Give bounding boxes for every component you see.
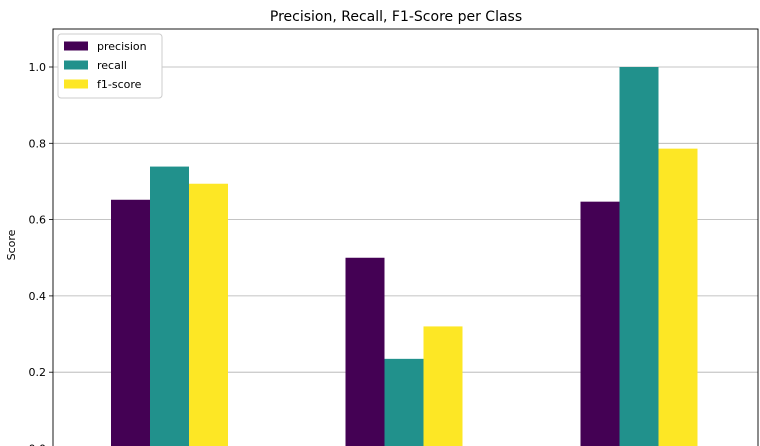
legend-label: precision [97, 40, 147, 53]
legend-swatch-recall [64, 60, 88, 70]
legend: precision recall f1-score [57, 33, 163, 99]
y-tick-label: 0.6 [29, 214, 47, 227]
chart-title: Precision, Recall, F1-Score per Class [270, 9, 522, 25]
y-tick-label: 0.2 [29, 366, 47, 379]
bar-f1-score [189, 183, 228, 446]
y-tick-label: 0.0 [29, 443, 47, 446]
legend-label: recall [97, 59, 127, 72]
bar-precision [345, 257, 385, 446]
y-tick-label: 0.4 [29, 290, 47, 303]
bar-recall [384, 358, 424, 446]
y-tick-label: 1.0 [29, 61, 47, 74]
bar-recall [150, 166, 189, 446]
bars [111, 67, 698, 446]
legend-label: f1-score [97, 78, 142, 91]
bar-precision [580, 201, 620, 446]
legend-swatch-f1-score [64, 79, 88, 89]
bar-recall [619, 67, 659, 446]
y-tick-label: 0.8 [29, 137, 47, 150]
y-axis: 0.0 0.2 0.4 0.6 0.8 1.0 [29, 61, 53, 446]
plot-frame [52, 28, 759, 446]
bar-f1-score [658, 148, 698, 446]
y-axis-label: Score [5, 229, 18, 260]
bar-f1-score [423, 326, 463, 446]
bar-precision [111, 199, 150, 446]
legend-swatch-precision [64, 41, 88, 51]
